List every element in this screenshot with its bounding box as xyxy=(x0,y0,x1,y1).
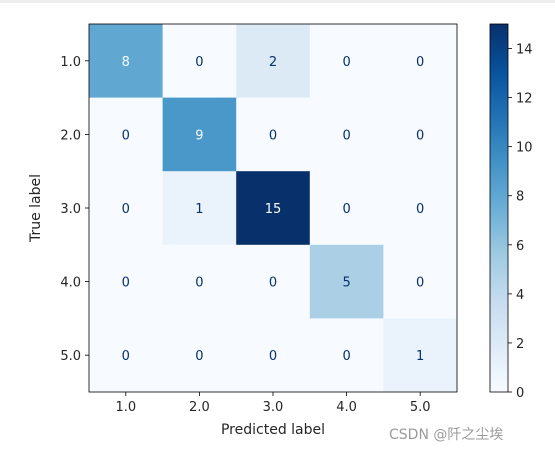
heatmap-cell xyxy=(162,244,237,319)
cell-value-label: 9 xyxy=(195,128,203,143)
cell-value-label: 0 xyxy=(122,276,130,291)
heatmap-cells xyxy=(89,24,458,393)
cell-value-label: 0 xyxy=(122,128,130,143)
heatmap-cell xyxy=(89,97,164,172)
cell-value-label: 8 xyxy=(122,55,130,70)
heatmap-cell xyxy=(309,244,384,319)
heatmap-cell xyxy=(309,318,384,393)
y-axis-ticks: 1.0 2.0 3.0 4.0 5.0 xyxy=(60,55,89,364)
cell-value-label: 0 xyxy=(342,349,350,364)
heatmap-cell xyxy=(236,97,311,172)
heatmap-cell xyxy=(383,318,458,393)
cell-value-label: 2 xyxy=(269,55,277,70)
y-tick-label: 3.0 xyxy=(60,202,81,217)
heatmap-cell xyxy=(383,244,458,319)
x-axis-ticks: 1.0 2.0 3.0 4.0 5.0 xyxy=(115,392,431,415)
heatmap-cell xyxy=(383,171,458,246)
cell-value-label: 0 xyxy=(195,349,203,364)
cell-value-label: 5 xyxy=(342,276,350,291)
y-axis-title: True label xyxy=(28,174,44,243)
cell-value-label: 0 xyxy=(122,349,130,364)
colorbar-tick-label: 12 xyxy=(516,92,533,107)
cell-value-label: 1 xyxy=(195,202,203,217)
x-tick-label: 1.0 xyxy=(115,400,136,415)
top-divider xyxy=(0,0,555,3)
heatmap-cell xyxy=(89,24,164,99)
cell-value-label: 0 xyxy=(416,55,424,70)
heatmap-cell xyxy=(383,97,458,172)
cell-value-label: 0 xyxy=(416,202,424,217)
cell-value-label: 0 xyxy=(269,276,277,291)
heatmap-cell xyxy=(383,24,458,99)
colorbar xyxy=(489,23,509,393)
heatmap-cell xyxy=(89,318,164,393)
cell-value-label: 0 xyxy=(342,128,350,143)
cell-value-label: 0 xyxy=(269,349,277,364)
cell-value-label: 0 xyxy=(342,202,350,217)
y-tick-label: 2.0 xyxy=(60,128,81,143)
colorbar-ticks: 0 2 4 6 8 10 12 14 xyxy=(508,43,533,401)
y-tick-label: 5.0 xyxy=(60,349,81,364)
cell-value-label: 0 xyxy=(122,202,130,217)
heatmap-cell xyxy=(162,24,237,99)
cell-value-labels: 8 0 2 0 0 0 9 0 0 0 0 1 15 0 0 0 0 0 5 0 0 0 0 0 1 xyxy=(122,55,425,364)
heatmap-cell xyxy=(236,318,311,393)
cell-value-label: 0 xyxy=(269,128,277,143)
y-tick-label: 4.0 xyxy=(60,276,81,291)
x-axis-title: Predicted label xyxy=(221,422,325,438)
cell-value-label: 0 xyxy=(342,55,350,70)
cell-value-label: 0 xyxy=(195,276,203,291)
cell-value-label: 0 xyxy=(416,276,424,291)
cell-value-label: 15 xyxy=(265,202,282,217)
colorbar-tick-label: 2 xyxy=(516,337,524,352)
colorbar-tick-label: 8 xyxy=(516,190,524,205)
colorbar-tick-label: 10 xyxy=(516,141,533,156)
cell-value-label: 0 xyxy=(195,55,203,70)
heatmap-cell xyxy=(236,24,311,99)
heatmap-cell xyxy=(89,244,164,319)
heatmap-cell xyxy=(162,97,237,172)
cell-value-label: 0 xyxy=(416,128,424,143)
heatmap-cell xyxy=(309,97,384,172)
heatmap-cell xyxy=(236,244,311,319)
colorbar-tick-label: 6 xyxy=(516,239,524,254)
y-tick-label: 1.0 xyxy=(60,55,81,70)
heatmap-cell xyxy=(309,171,384,246)
x-tick-label: 4.0 xyxy=(336,400,357,415)
colorbar-tick-label: 4 xyxy=(516,288,524,303)
heatmap-cell xyxy=(309,24,384,99)
cell-value-label: 1 xyxy=(416,349,424,364)
heatmap-cell xyxy=(89,171,164,246)
colorbar-tick-label: 14 xyxy=(516,43,533,58)
x-tick-label: 3.0 xyxy=(263,400,284,415)
watermark-text: CSDN @阡之尘埃 xyxy=(389,427,504,443)
heatmap-cell xyxy=(236,171,311,246)
heatmap-cell xyxy=(162,318,237,393)
x-tick-label: 5.0 xyxy=(410,400,431,415)
x-tick-label: 2.0 xyxy=(189,400,210,415)
colorbar-tick-label: 0 xyxy=(516,386,524,401)
heatmap-cell xyxy=(162,171,237,246)
